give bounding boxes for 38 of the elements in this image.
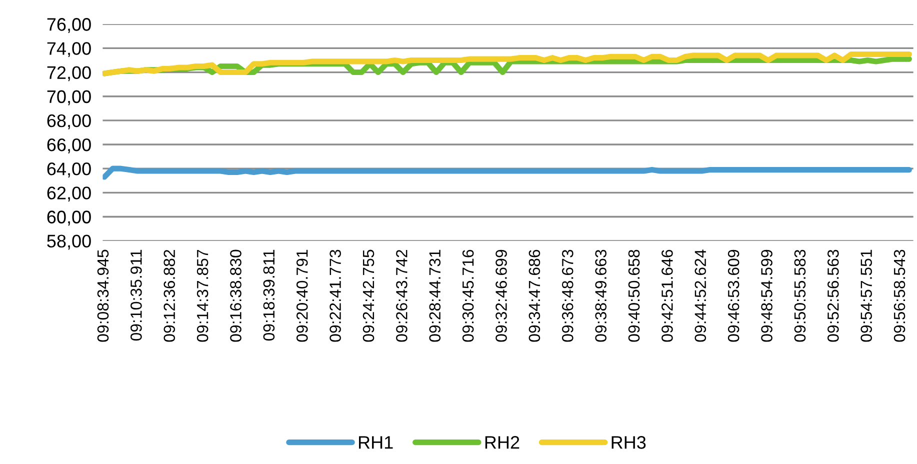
- x-tick-label: 09:20:40.791: [296, 250, 308, 342]
- y-tick-label: 66,00: [47, 138, 91, 154]
- x-tick-label: 09:14:37.857: [196, 250, 208, 342]
- x-tick-label: 09:24:42.755: [362, 250, 374, 342]
- legend-label: RH1: [359, 436, 393, 449]
- x-tick-label: 09:22:41.773: [330, 250, 341, 342]
- y-tick-label: 62,00: [47, 186, 91, 202]
- x-tick-label: 09:28:44.731: [429, 250, 441, 342]
- x-tick-label: 09:12:36.882: [164, 250, 176, 342]
- x-tick-label: 09:08:34.945: [97, 250, 109, 342]
- x-tick-label: 09:42:51.646: [662, 250, 673, 342]
- legend-label: RH3: [612, 436, 646, 449]
- x-tick-label: 09:38:49.663: [595, 250, 606, 342]
- x-tick-label: 09:46:53.609: [728, 250, 740, 342]
- x-tick-label: 09:52:56.563: [827, 250, 839, 342]
- y-tick-label: 68,00: [47, 114, 91, 130]
- y-tick-label: 60,00: [47, 210, 91, 226]
- x-tick-label: 09:50:55.583: [794, 250, 806, 342]
- x-tick-label: 09:48:54.599: [761, 250, 772, 342]
- y-tick-label: 72,00: [47, 66, 91, 82]
- x-tick-label: 09:56:58.543: [894, 250, 906, 342]
- x-tick-label: 09:36:48.673: [562, 250, 574, 342]
- x-tick-label: 09:54:57.551: [860, 250, 872, 342]
- x-tick-label: 09:10:35.911: [130, 250, 142, 341]
- x-tick-label: 09:30:45.716: [462, 250, 474, 342]
- x-tick-label: 09:18:39.811: [263, 250, 275, 341]
- x-tick-label: 09:32:46.699: [496, 250, 507, 342]
- y-tick-label: 58,00: [47, 234, 91, 250]
- x-tick-label: 09:16:38.830: [230, 250, 242, 342]
- legend-label: RH2: [485, 436, 520, 449]
- x-tick-label: 09:44:52.624: [694, 250, 706, 342]
- x-tick-label: 09:40:50.658: [628, 250, 640, 342]
- y-tick-label: 76,00: [47, 18, 91, 33]
- y-tick-label: 64,00: [47, 162, 91, 178]
- y-tick-label: 70,00: [47, 90, 91, 106]
- y-tick-label: 74,00: [47, 42, 91, 58]
- x-tick-label: 09:34:47.686: [528, 250, 540, 342]
- x-tick-label: 09:26:43.742: [396, 250, 408, 342]
